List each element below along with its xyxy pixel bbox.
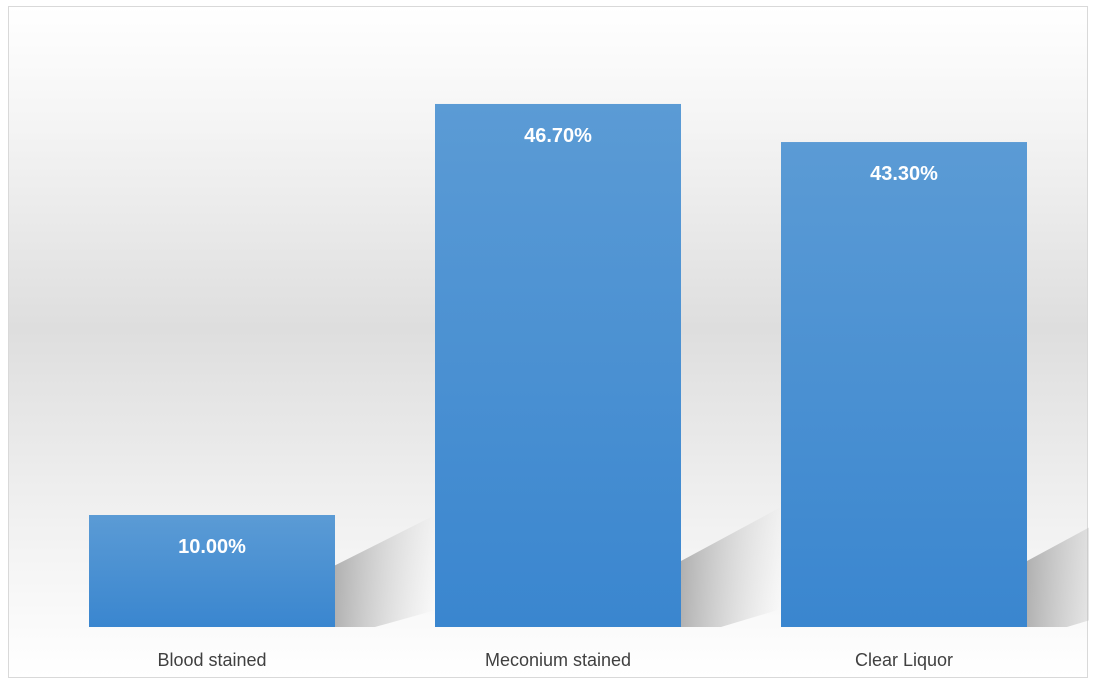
category-label-clear-liquor: Clear Liquor xyxy=(855,650,953,670)
data-label-clear-liquor: 43.30% xyxy=(870,163,938,185)
bar-chart: 10.00% Blood stained 46.70% Meconium staine… xyxy=(89,103,1089,670)
data-label-meconium-stained: 46.70% xyxy=(524,125,592,147)
chart-frame: 10.00% Blood stained 46.70% Meconium staine… xyxy=(8,6,1089,678)
data-label-blood-stained: 10.00% xyxy=(178,536,246,558)
bar-shadow-clear-liquor xyxy=(1027,527,1089,627)
bar-shadow-meconium-stained xyxy=(681,507,781,627)
bar-blood-stained[interactable] xyxy=(89,515,335,627)
category-label-meconium-stained: Meconium stained xyxy=(485,650,631,670)
bar-meconium-stained[interactable] xyxy=(435,103,681,627)
bar-clear-liquor[interactable] xyxy=(781,142,1027,628)
bar-shadow-blood-stained xyxy=(335,515,435,627)
category-label-blood-stained: Blood stained xyxy=(157,650,266,670)
